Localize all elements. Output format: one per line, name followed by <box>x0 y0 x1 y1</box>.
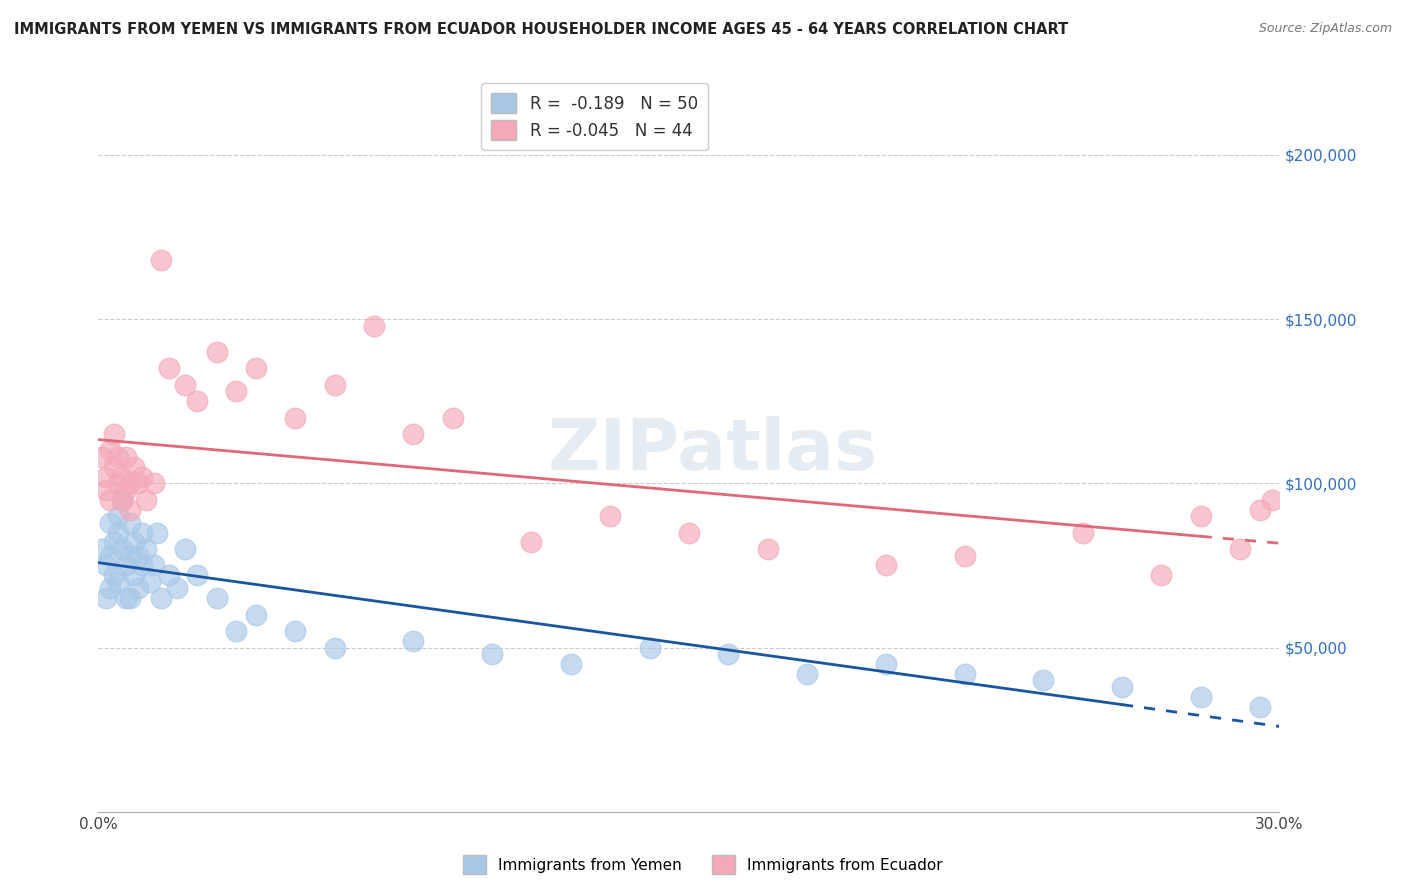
Point <box>441 410 464 425</box>
Point <box>186 394 208 409</box>
Point <box>146 525 169 540</box>
Point <box>103 568 125 582</box>
Point <box>131 469 153 483</box>
Point <box>284 410 307 425</box>
Point <box>118 476 141 491</box>
Point <box>111 469 134 483</box>
Point <box>127 476 149 491</box>
Text: ZIPatlas: ZIPatlas <box>547 416 877 485</box>
Point <box>225 384 247 399</box>
Point <box>875 657 897 671</box>
Point <box>96 483 118 497</box>
Point <box>1150 568 1173 582</box>
Point <box>150 252 173 267</box>
Point <box>717 647 740 661</box>
Point <box>953 549 976 563</box>
Point <box>107 509 129 524</box>
Point <box>118 516 141 530</box>
Point <box>1249 699 1271 714</box>
Text: IMMIGRANTS FROM YEMEN VS IMMIGRANTS FROM ECUADOR HOUSEHOLDER INCOME AGES 45 - 64: IMMIGRANTS FROM YEMEN VS IMMIGRANTS FROM… <box>14 22 1069 37</box>
Point <box>118 502 141 516</box>
Point <box>103 427 125 442</box>
Point <box>1189 690 1212 704</box>
Point <box>142 476 165 491</box>
Point <box>205 591 228 606</box>
Point <box>150 591 173 606</box>
Point <box>157 361 180 376</box>
Point <box>98 516 121 530</box>
Point <box>107 476 129 491</box>
Point <box>115 483 138 497</box>
Point <box>115 450 138 464</box>
Point <box>127 582 149 596</box>
Point <box>205 345 228 359</box>
Point <box>122 535 145 549</box>
Point <box>678 525 700 540</box>
Point <box>118 591 141 606</box>
Point <box>127 549 149 563</box>
Point <box>91 541 114 556</box>
Point <box>122 568 145 582</box>
Point <box>111 492 134 507</box>
Point <box>96 591 118 606</box>
Point <box>186 568 208 582</box>
Point <box>131 525 153 540</box>
Point <box>225 624 247 639</box>
Point <box>157 568 180 582</box>
Point <box>245 361 267 376</box>
Point <box>111 492 134 507</box>
Point <box>131 558 153 573</box>
Point <box>1260 492 1282 507</box>
Point <box>96 558 118 573</box>
Point <box>174 377 197 392</box>
Point <box>323 640 346 655</box>
Point <box>98 443 121 458</box>
Point <box>107 574 129 589</box>
Point <box>599 509 621 524</box>
Point <box>107 525 129 540</box>
Point <box>174 541 197 556</box>
Point <box>402 427 425 442</box>
Point <box>402 634 425 648</box>
Point <box>875 558 897 573</box>
Point <box>118 549 141 563</box>
Point <box>135 492 157 507</box>
Point <box>796 666 818 681</box>
Point <box>98 492 121 507</box>
Point <box>166 582 188 596</box>
Point <box>91 450 114 464</box>
Point <box>1189 509 1212 524</box>
Point <box>115 558 138 573</box>
Point <box>560 657 582 671</box>
Point <box>1071 525 1094 540</box>
Point <box>1249 502 1271 516</box>
Point <box>103 459 125 474</box>
Point <box>1229 541 1251 556</box>
Point <box>96 469 118 483</box>
Point <box>520 535 543 549</box>
Point <box>756 541 779 556</box>
Point <box>953 666 976 681</box>
Point <box>363 318 385 333</box>
Point <box>111 541 134 556</box>
Point <box>98 582 121 596</box>
Point <box>638 640 661 655</box>
Point <box>115 591 138 606</box>
Legend: Immigrants from Yemen, Immigrants from Ecuador: Immigrants from Yemen, Immigrants from E… <box>457 849 949 880</box>
Point <box>122 459 145 474</box>
Point <box>103 535 125 549</box>
Point <box>245 607 267 622</box>
Text: Source: ZipAtlas.com: Source: ZipAtlas.com <box>1258 22 1392 36</box>
Point <box>135 541 157 556</box>
Point <box>142 558 165 573</box>
Point <box>138 574 160 589</box>
Point <box>98 549 121 563</box>
Point <box>481 647 503 661</box>
Point <box>323 377 346 392</box>
Point <box>107 450 129 464</box>
Point <box>1032 673 1054 688</box>
Legend: R =  -0.189   N = 50, R = -0.045   N = 44: R = -0.189 N = 50, R = -0.045 N = 44 <box>481 83 707 151</box>
Point <box>284 624 307 639</box>
Point <box>1111 680 1133 694</box>
